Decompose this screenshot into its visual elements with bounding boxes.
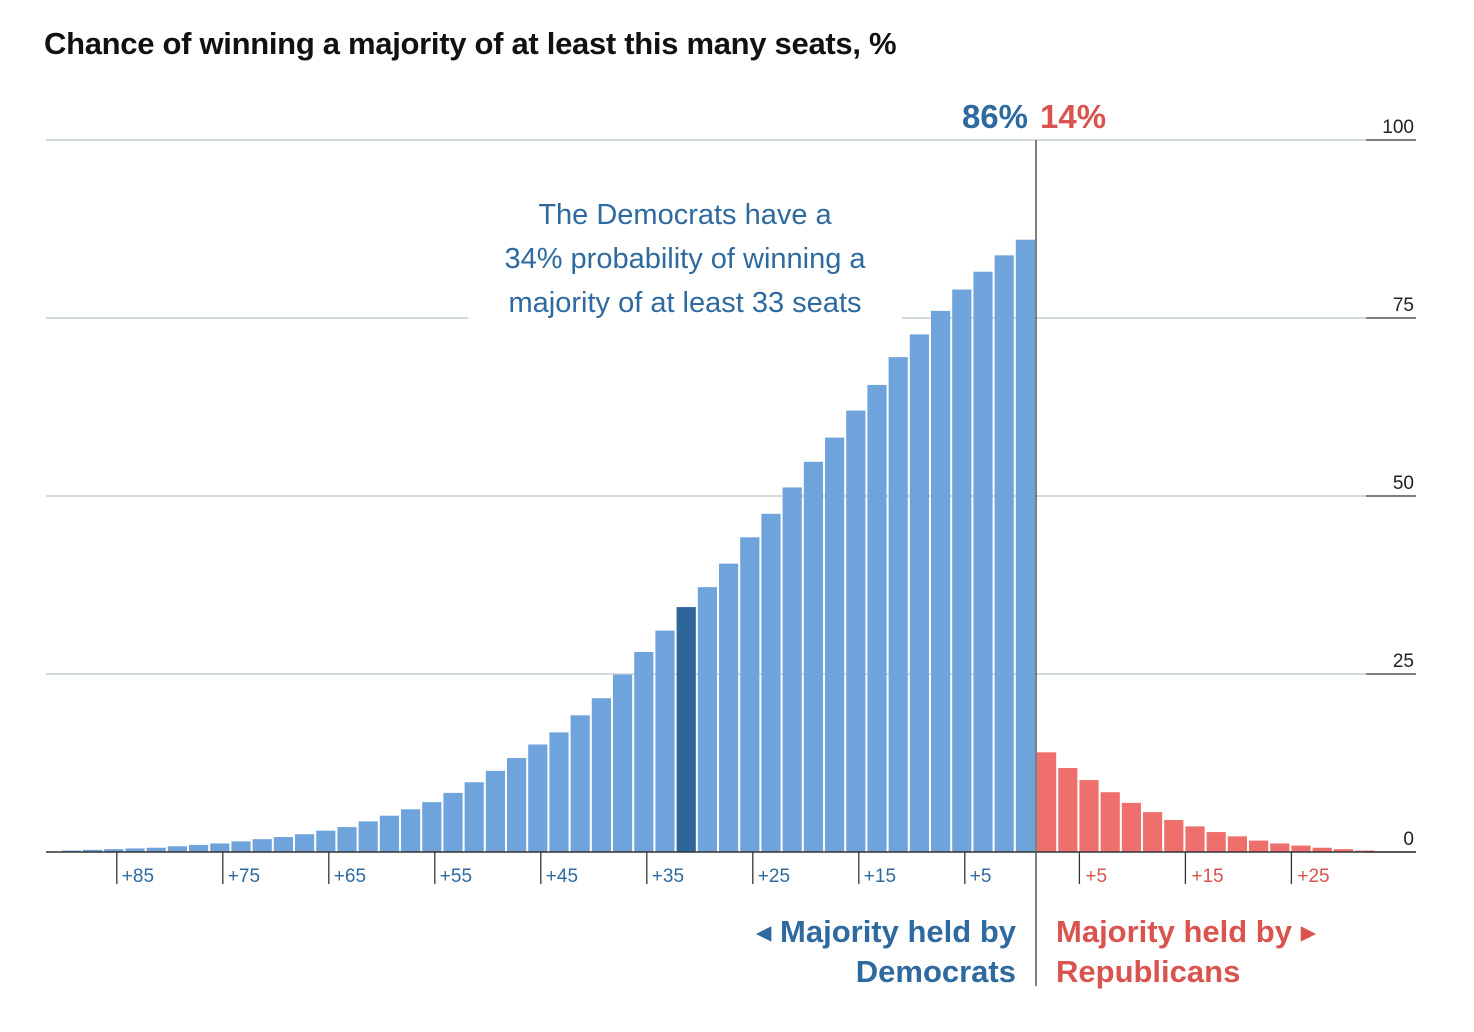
republican-bar [1143,812,1163,852]
democrat-bar [337,827,357,852]
democrat-bar [167,846,187,852]
democrat-bar [231,841,251,852]
democrat-legend-line-2: Democrats [856,954,1016,989]
x-tick-label: +85 [122,866,154,887]
republican-bar [1100,792,1120,852]
democrat-bar [803,461,823,852]
democrat-bar [931,310,951,852]
republican-bar [1037,752,1057,852]
republican-bar [1079,780,1099,852]
democrat-bar [295,834,315,852]
x-tick-label: +55 [440,866,472,887]
democrat-bar-highlighted [676,607,696,852]
chart-title: Chance of winning a majority of at least… [44,26,897,61]
democrat-bar [591,698,611,852]
democrat-bar [570,715,590,852]
democrat-bar [422,802,442,852]
x-tick-label: +15 [1191,866,1223,887]
democrat-bar [104,849,124,852]
democrat-bar [379,815,399,852]
republican-legend-line-1: Majority held by ▸ [1056,914,1317,949]
republican-bar [1121,802,1141,852]
democrat-bar [782,487,802,852]
x-tick-label: +25 [758,866,790,887]
annotation-background [468,300,902,330]
y-tick-label: 50 [1393,473,1414,494]
republican-bar [1333,849,1353,852]
republican-bar [1185,826,1205,852]
y-tick-label: 25 [1393,651,1414,672]
democrat-bar [867,384,887,852]
democrat-bar [761,513,781,852]
y-axis-ticks: 0 25 50 75 100 [1366,117,1416,853]
democrat-bar [252,839,272,852]
x-tick-label: +25 [1297,866,1329,887]
democrat-bar [210,843,230,852]
y-tick-label: 100 [1382,117,1414,138]
democrat-bar [634,651,654,852]
democrat-bar [401,809,421,852]
x-tick-label: +35 [652,866,684,887]
democrat-bar [528,744,548,852]
democrat-bar [952,289,972,852]
x-tick-label: +45 [546,866,578,887]
democrat-bar [464,782,484,852]
democrat-bar [316,830,336,852]
x-tick-label: +5 [1085,866,1107,887]
democrat-bar [358,821,378,852]
republican-bar [1058,767,1078,852]
annotation-line-3: majority of at least 33 seats [509,287,862,319]
democrat-bar [189,844,209,852]
democrat-bar [485,770,505,852]
democrat-bar [1015,239,1035,852]
democrat-bar [909,334,929,853]
republican-bar [1227,836,1247,852]
democrat-bar [697,587,717,852]
x-axis: +5 +15 +25 +35 +45 +55 +65 +75 +85 +5 +15 +25 [46,140,1416,986]
republican-majority-percent: 14% [1040,98,1106,135]
republican-bar [1164,819,1184,852]
democrat-bar [125,848,145,852]
y-tick-label: 75 [1393,295,1414,316]
bars [61,239,1375,853]
democrat-bar [443,792,463,852]
democrat-bar [846,410,866,852]
democrat-bar [507,758,527,852]
democrat-bar [613,674,633,852]
x-tick-label: +5 [970,866,992,887]
republican-bar [1206,832,1226,852]
democrat-bar [994,255,1014,852]
republican-bar [1270,843,1290,852]
x-tick-label: +75 [228,866,260,887]
democrat-bar [146,847,166,852]
democrat-bar [825,437,845,852]
democrat-bar [273,837,293,852]
democrat-bar [549,732,569,852]
democrat-bar [888,357,908,852]
republican-bar [1249,840,1269,852]
annotation-line-1: The Democrats have a [538,199,832,231]
republican-legend-line-2: Republicans [1056,954,1240,989]
democrat-bar [740,537,760,852]
democrat-legend-line-1: ◂ Majority held by [756,914,1017,949]
labels: 86% 14% The Democrats have a 34% probabi… [468,98,1317,989]
x-tick-label: +65 [334,866,366,887]
x-tick-label: +15 [864,866,896,887]
annotation-line-2: 34% probability of winning a [504,243,866,275]
democrat-bar [719,563,739,852]
democrat-bar [655,630,675,852]
y-tick-label: 0 [1403,829,1414,850]
democrat-bar [973,271,993,853]
republican-bar [1312,847,1332,852]
democrat-majority-percent: 86% [962,98,1028,135]
republican-bar [1291,845,1311,852]
democrat-bar [83,849,103,852]
